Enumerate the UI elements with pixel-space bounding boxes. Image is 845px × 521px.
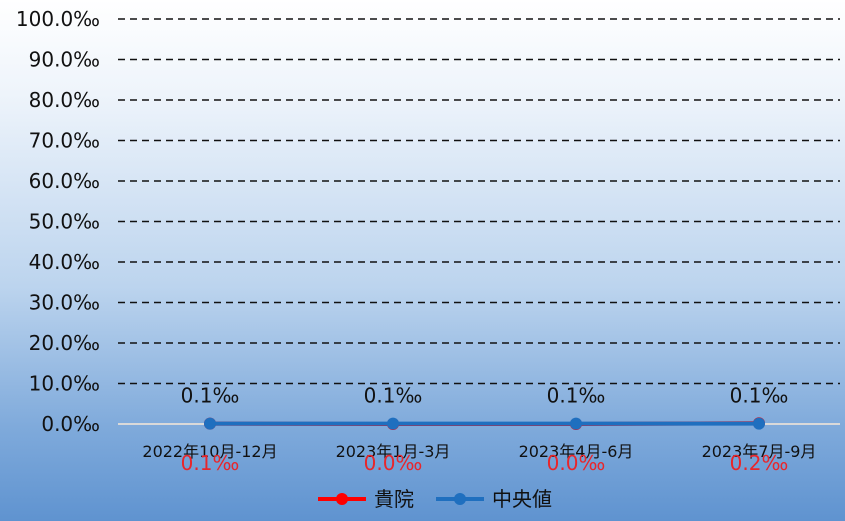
legend-marker — [336, 493, 348, 505]
data-point — [387, 417, 399, 430]
y-tick-label: 100.0‰ — [16, 7, 100, 31]
data-label: 0.1‰ — [547, 384, 606, 408]
data-label: 0.1‰ — [181, 451, 240, 475]
data-point — [753, 417, 765, 430]
y-tick-label: 70.0‰ — [29, 129, 100, 153]
y-tick-label: 0.0‰ — [41, 412, 100, 436]
data-label: 0.1‰ — [364, 384, 423, 408]
legend-label: 中央値 — [492, 487, 552, 511]
y-tick-label: 40.0‰ — [29, 250, 100, 274]
y-tick-label: 80.0‰ — [29, 88, 100, 112]
data-label: 0.0‰ — [364, 451, 423, 475]
data-label: 0.2‰ — [730, 451, 789, 475]
legend-marker — [454, 493, 466, 505]
x-tick-label: 2022年10月-12月 — [142, 442, 277, 461]
data-label: 0.1‰ — [730, 384, 789, 408]
y-tick-label: 10.0‰ — [29, 372, 100, 396]
y-tick-label: 50.0‰ — [29, 210, 100, 234]
data-label: 0.0‰ — [547, 451, 606, 475]
data-point — [204, 417, 216, 430]
y-tick-label: 20.0‰ — [29, 331, 100, 355]
data-label: 0.1‰ — [181, 384, 240, 408]
x-tick-label: 2023年7月-9月 — [702, 442, 817, 461]
legend-label: 貴院 — [374, 487, 414, 511]
data-point — [570, 417, 582, 430]
x-tick-label: 2023年1月-3月 — [336, 442, 451, 461]
y-tick-label: 90.0‰ — [29, 48, 100, 72]
x-tick-label: 2023年4月-6月 — [519, 442, 634, 461]
y-tick-label: 60.0‰ — [29, 169, 100, 193]
y-tick-label: 30.0‰ — [29, 291, 100, 315]
